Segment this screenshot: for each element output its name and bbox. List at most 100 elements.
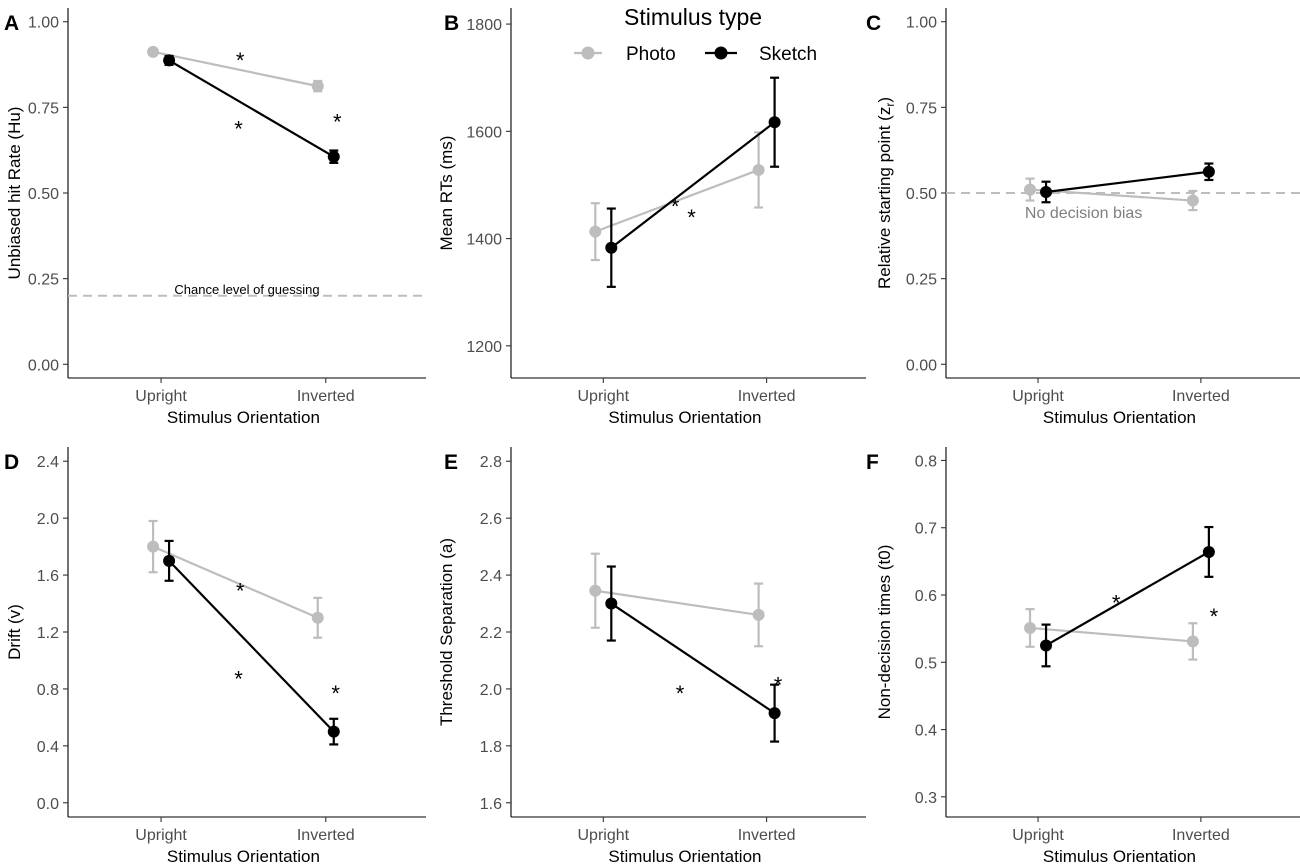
data-point xyxy=(163,554,176,567)
reference-line-label: No decision bias xyxy=(1025,205,1142,222)
x-axis-title: Stimulus Orientation xyxy=(167,847,320,865)
y-tick-label: 0.25 xyxy=(906,272,937,289)
panel-a: A 0.00 0.25 0.50 0.75 1.00 Upright Inverted Stim… xyxy=(4,8,426,427)
y-tick-label: 0.50 xyxy=(28,186,59,203)
series-sketch xyxy=(1040,525,1215,668)
y-tick-label: 0.8 xyxy=(37,682,59,699)
y-tick-label: 2.0 xyxy=(480,682,502,699)
x-axis-title: Stimulus Orientation xyxy=(1043,847,1196,865)
data-point xyxy=(1040,185,1053,198)
panel-letter: B xyxy=(444,12,459,35)
y-tick-label: 2.2 xyxy=(480,625,502,642)
y-tick-label: 1800 xyxy=(466,17,502,34)
data-point xyxy=(311,611,324,624)
y-tick-label: 2.6 xyxy=(480,511,502,528)
panel-letter: F xyxy=(866,451,879,474)
series-line xyxy=(595,589,759,617)
panel-letter: C xyxy=(866,12,881,35)
series-line xyxy=(168,560,335,733)
y-tick-label: 0.7 xyxy=(915,521,937,538)
data-point xyxy=(768,707,781,720)
y-tick-label: 1.00 xyxy=(906,15,937,32)
series-line xyxy=(152,50,318,88)
data-point xyxy=(752,608,765,621)
series-sketch xyxy=(1040,162,1215,204)
panel-letter: A xyxy=(4,12,19,35)
y-tick-label: 0.75 xyxy=(906,100,937,117)
legend-photo-marker xyxy=(581,46,595,60)
y-tick-label: 0.6 xyxy=(915,588,937,605)
significance-star: * xyxy=(333,110,342,135)
y-axis-title: Non-decision times (t0) xyxy=(875,545,894,720)
y-tick-label: 1.00 xyxy=(28,15,59,32)
significance-star: * xyxy=(1112,590,1121,615)
legend: Stimulus type Photo Sketch xyxy=(574,4,817,65)
data-point xyxy=(1202,165,1215,178)
significance-star: * xyxy=(234,116,243,141)
y-tick-label: 0.4 xyxy=(37,739,59,756)
x-tick-label: Upright xyxy=(578,827,630,844)
y-tick-label: 1200 xyxy=(466,339,502,356)
y-tick-label: 2.4 xyxy=(480,568,502,585)
y-tick-label: 1.6 xyxy=(37,568,59,585)
data-point xyxy=(1186,635,1199,648)
y-tick-label: 1.2 xyxy=(37,625,59,642)
data-point xyxy=(1202,545,1215,558)
data-point xyxy=(1024,621,1037,634)
series-line xyxy=(1045,170,1210,194)
data-point xyxy=(752,163,765,176)
series-sketch xyxy=(163,54,340,164)
x-tick-label: Inverted xyxy=(297,827,355,844)
series-sketch xyxy=(605,76,781,288)
y-axis-title: Threshold Separation (a) xyxy=(437,538,456,726)
y-tick-label: 0.8 xyxy=(915,453,937,470)
data-point xyxy=(589,225,602,238)
x-tick-label: Upright xyxy=(578,388,630,405)
panel-c: C 0.00 0.25 0.50 0.75 1.00 Upright Inverted Stim… xyxy=(866,8,1300,427)
series-line xyxy=(610,121,776,249)
y-tick-label: 0.5 xyxy=(915,655,937,672)
series-photo xyxy=(589,552,765,648)
data-point xyxy=(1186,194,1199,207)
x-axis-title: Stimulus Orientation xyxy=(1043,408,1196,427)
panel-b: B 1200 1400 1600 1800 Upright Inverted Stimulus… xyxy=(437,8,866,427)
significance-star: * xyxy=(774,672,783,697)
x-tick-label: Inverted xyxy=(297,388,355,405)
series-sketch xyxy=(605,565,781,743)
data-point xyxy=(1040,639,1053,652)
x-tick-label: Upright xyxy=(1012,827,1064,844)
x-tick-label: Upright xyxy=(1012,388,1064,405)
series-line xyxy=(152,545,319,619)
significance-star: * xyxy=(687,205,696,230)
reference-line-label: Chance level of guessing xyxy=(174,282,319,297)
y-tick-label: 0.00 xyxy=(28,357,59,374)
legend-photo-label: Photo xyxy=(626,44,676,65)
x-tick-label: Inverted xyxy=(738,388,796,405)
series-line xyxy=(594,168,759,233)
series-photo xyxy=(147,519,324,639)
panel-letter: D xyxy=(4,451,19,474)
data-point xyxy=(147,45,160,58)
y-tick-label: 2.8 xyxy=(480,454,502,471)
x-axis-title: Stimulus Orientation xyxy=(608,847,761,865)
data-point xyxy=(327,725,340,738)
significance-star: * xyxy=(236,578,245,603)
data-point xyxy=(589,584,602,597)
y-tick-label: 2.4 xyxy=(37,454,59,471)
data-point xyxy=(327,150,340,163)
y-tick-label: 2.0 xyxy=(37,511,59,528)
x-axis-title: Stimulus Orientation xyxy=(167,408,320,427)
y-axis-title: Drift (v) xyxy=(5,604,24,660)
significance-star: * xyxy=(671,194,680,219)
y-axis-title: Relative starting point (zr) xyxy=(875,97,897,289)
panel-f: F 0.3 0.4 0.5 0.6 0.7 0.8 Upright Inverted Stimul… xyxy=(866,447,1300,865)
data-point xyxy=(605,597,618,610)
data-point xyxy=(147,540,160,553)
legend-sketch-marker xyxy=(714,46,728,60)
y-tick-label: 1400 xyxy=(466,232,502,249)
data-point xyxy=(768,116,781,129)
y-axis-title: Mean RTs (ms) xyxy=(437,136,456,251)
x-tick-label: Upright xyxy=(135,388,187,405)
data-point xyxy=(311,80,324,93)
